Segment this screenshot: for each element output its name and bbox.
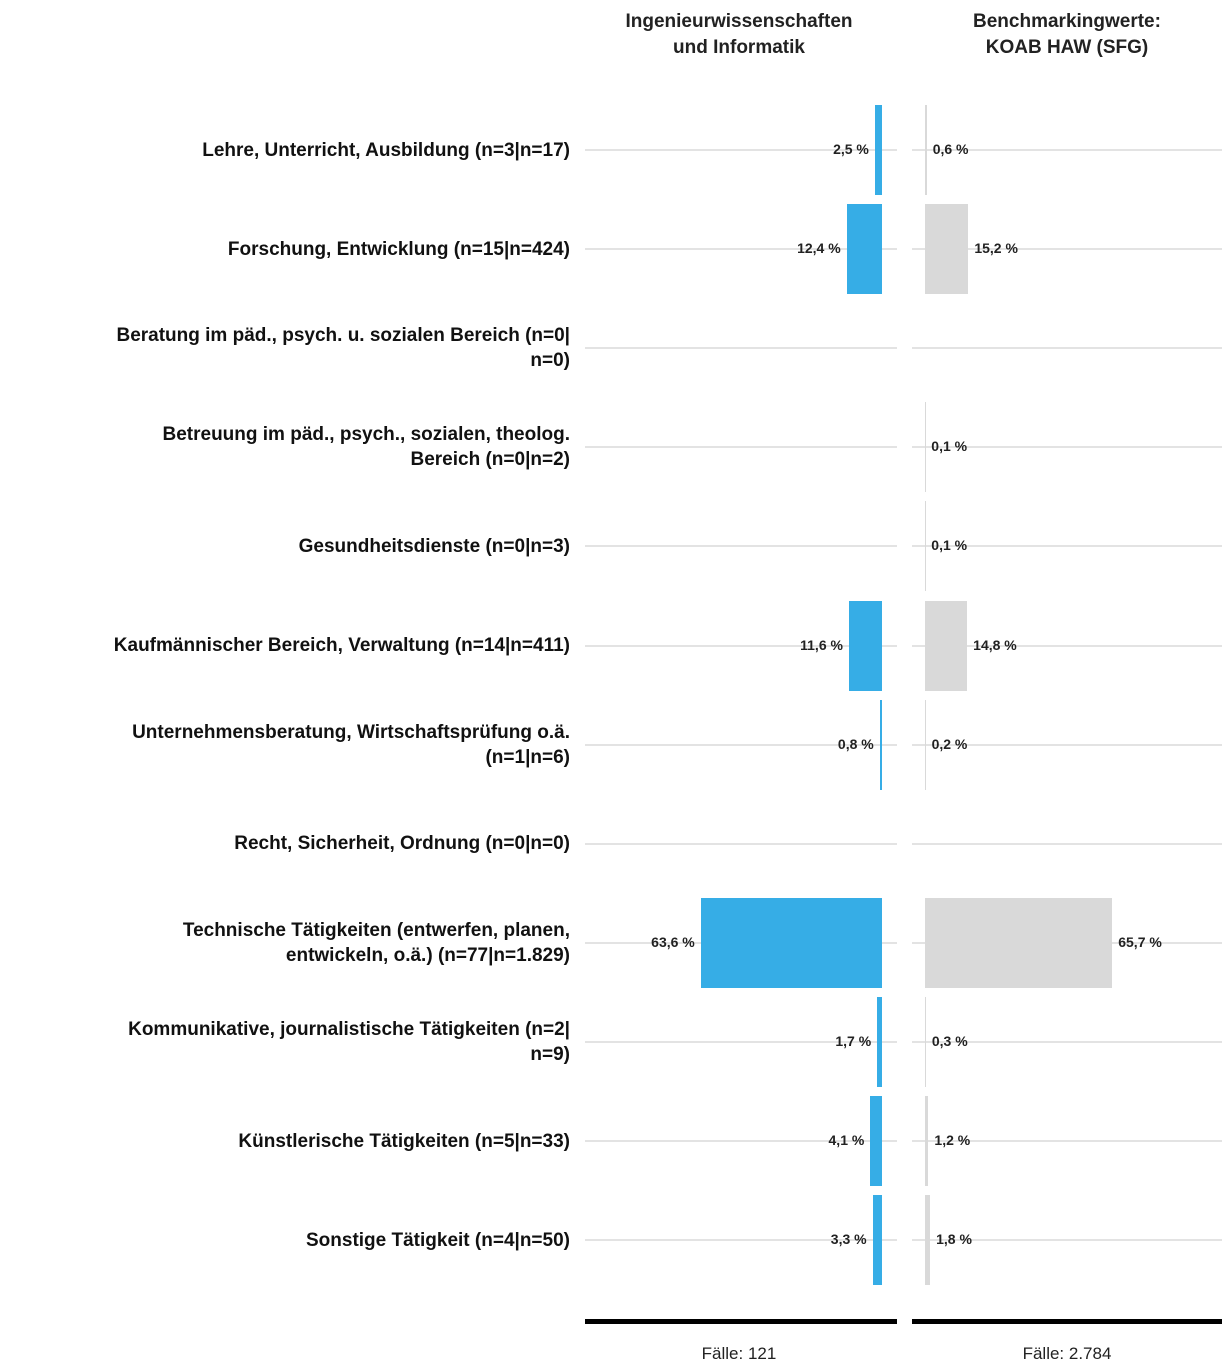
- value-label: 4,1 %: [828, 1132, 865, 1148]
- grid-line: [912, 248, 1222, 251]
- series-header: Benchmarkingwerte: KOAB HAW (SFG): [973, 11, 1161, 58]
- value-label: 15,2 %: [974, 240, 1018, 257]
- bar: [925, 1195, 931, 1286]
- bar: [925, 600, 968, 691]
- value-label: 0,1 %: [931, 537, 968, 554]
- grid-line: [912, 1040, 1222, 1043]
- bar: [872, 1195, 882, 1286]
- grid-line: [585, 644, 897, 647]
- axis-line: [585, 1319, 897, 1324]
- grid-line: [912, 1140, 1222, 1142]
- grid-line: [585, 842, 897, 845]
- footer-label: Fälle: 121: [701, 1344, 777, 1363]
- bar: [848, 600, 882, 691]
- category-label: Lehre, Unterricht, Ausbildung (n=3|n=17): [202, 139, 570, 161]
- value-label: 0,1 %: [931, 438, 968, 455]
- series-header: Ingenieurwissenschaften und Informatik: [625, 11, 853, 58]
- category-label: Kommunikative, journalistische Tätigkeit…: [128, 1018, 570, 1065]
- grid-line: [585, 545, 897, 548]
- bar: [846, 204, 882, 295]
- bar: [925, 204, 969, 295]
- bar: [877, 996, 882, 1087]
- value-label: 0,2 %: [931, 735, 968, 752]
- category-label: Kaufmännischer Bereich, Verwaltung (n=14…: [113, 635, 570, 656]
- category-label: Gesundheitsdienste (n=0|n=3): [298, 535, 570, 557]
- axis-line: [912, 1319, 1222, 1324]
- category-label: Unternehmensberatung, Wirtschaftsprüfung…: [132, 721, 570, 768]
- value-label: 12,4 %: [797, 240, 841, 257]
- value-label: 0,3 %: [931, 1032, 968, 1049]
- grid-line: [912, 347, 1222, 350]
- grid-line: [912, 545, 1222, 548]
- bar: [700, 897, 882, 988]
- grid-line: [912, 446, 1222, 449]
- grid-line: [912, 743, 1222, 746]
- category-label: Forschung, Entwicklung (n=15|n=424): [227, 238, 570, 260]
- bar: [925, 699, 926, 790]
- value-label: 1,7 %: [835, 1032, 872, 1049]
- grid-line: [585, 1040, 897, 1043]
- grid-line: [912, 1239, 1222, 1242]
- bar: [870, 1096, 882, 1186]
- grid-line: [585, 743, 897, 746]
- category-label: Beratung im päd., psych. u. sozialen Ber…: [116, 325, 570, 372]
- value-label: 14,8 %: [973, 636, 1017, 653]
- grid-line: [912, 644, 1222, 647]
- value-label: 65,7 %: [1118, 933, 1162, 950]
- value-label: 1,8 %: [936, 1231, 972, 1248]
- grid-line: [585, 1140, 897, 1142]
- grid-line: [912, 149, 1222, 151]
- grid-line: [585, 347, 897, 350]
- value-label: 0,6 %: [932, 141, 969, 157]
- bar: [879, 699, 882, 790]
- bar: [925, 996, 926, 1087]
- bar: [874, 105, 882, 195]
- category-label: Künstlerische Tätigkeiten (n=5|n=33): [238, 1130, 570, 1152]
- bar: [925, 105, 927, 195]
- category-label: Recht, Sicherheit, Ordnung (n=0|n=0): [234, 833, 570, 855]
- grid-line: [585, 446, 897, 449]
- value-label: 3,3 %: [830, 1231, 867, 1248]
- category-label: Technische Tätigkeiten (entwerfen, plane…: [182, 919, 570, 966]
- grid-line: [585, 149, 897, 151]
- grid-line: [912, 842, 1222, 845]
- category-label: Betreuung im päd., psych., sozialen, the…: [162, 424, 571, 471]
- value-label: 0,8 %: [837, 735, 874, 752]
- value-label: 11,6 %: [800, 636, 843, 653]
- value-label: 1,2 %: [934, 1132, 971, 1148]
- grid-line: [585, 248, 897, 251]
- bar: [925, 1096, 929, 1186]
- footer-label: Fälle: 2.784: [1022, 1344, 1112, 1363]
- bar: [925, 897, 1113, 988]
- category-label: Sonstige Tätigkeit (n=4|n=50): [306, 1229, 570, 1251]
- value-label: 63,6 %: [651, 933, 695, 950]
- grid-line: [585, 1239, 897, 1242]
- value-label: 2,5 %: [833, 141, 869, 157]
